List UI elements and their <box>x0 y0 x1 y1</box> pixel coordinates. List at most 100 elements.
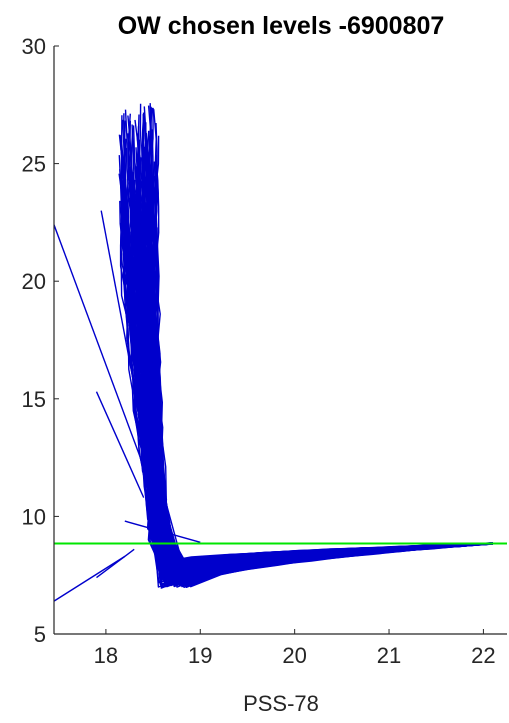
profile-line <box>151 198 493 569</box>
profile-line <box>136 195 493 575</box>
plot-area <box>54 103 507 602</box>
profile-line <box>153 122 493 573</box>
profile-line <box>130 130 493 566</box>
chart-title: OW chosen levels -6900807 <box>118 12 445 40</box>
profile-line <box>146 105 493 569</box>
x-axis-label: PSS-78 <box>243 691 319 716</box>
profile-line <box>154 169 493 565</box>
profile-line <box>148 242 493 586</box>
profile-line <box>123 113 493 575</box>
x-tick-label: 22 <box>471 643 495 668</box>
profile-line <box>139 238 493 572</box>
profile-line <box>153 175 493 576</box>
outlier-line <box>124 520 201 543</box>
profile-line <box>132 223 493 581</box>
profile-line <box>145 132 493 571</box>
axes: 5 10 15 20 25 30 18 19 20 21 22 <box>22 34 507 668</box>
profile-line <box>120 234 493 584</box>
x-tick-label: 21 <box>377 643 401 668</box>
profile-line <box>124 182 493 586</box>
y-tick-label: 15 <box>22 387 46 412</box>
profile-line <box>122 180 493 587</box>
profile-line <box>143 176 493 577</box>
profile-line <box>143 146 493 578</box>
profile-line <box>136 201 493 564</box>
profile-line <box>143 202 493 586</box>
profile-line <box>145 122 493 570</box>
profile-line <box>141 178 493 576</box>
profile-line <box>137 196 493 568</box>
profile-line <box>141 224 493 566</box>
profile-line <box>143 245 493 584</box>
x-tick-label: 20 <box>282 643 306 668</box>
profile-line <box>123 241 493 565</box>
profile-line <box>143 234 493 583</box>
profile-line <box>123 148 493 576</box>
profile-line <box>154 135 493 572</box>
profile-line <box>146 196 493 564</box>
profile-line <box>120 186 493 570</box>
profile-line <box>147 146 493 580</box>
profile-line <box>131 187 493 586</box>
profile-line <box>155 159 493 570</box>
profile-line <box>145 233 493 572</box>
profile-line <box>150 195 493 572</box>
x-tick-label: 18 <box>94 643 118 668</box>
profile-line <box>119 169 493 570</box>
profile-line <box>136 178 493 582</box>
profile-line <box>149 107 493 582</box>
profile-line <box>127 113 493 577</box>
profile-line <box>144 138 493 576</box>
profile-line <box>122 210 493 587</box>
profile-line <box>127 241 493 587</box>
profile-line <box>131 124 493 567</box>
profile-line <box>138 162 493 580</box>
profile-line <box>146 130 493 569</box>
profile-line <box>152 161 493 586</box>
profile-line <box>136 151 493 577</box>
profile-line <box>121 225 493 565</box>
profile-line <box>150 154 493 568</box>
profile-line <box>151 173 493 572</box>
profile-line <box>130 231 493 587</box>
profile-line <box>145 170 493 565</box>
profile-line <box>151 129 493 587</box>
profile-line <box>138 149 493 583</box>
profile-line <box>120 151 493 565</box>
profile-line <box>124 178 493 588</box>
y-tick-label: 10 <box>22 504 46 529</box>
profile-line <box>141 143 493 565</box>
profile-line <box>143 178 493 580</box>
profile-line <box>146 222 493 584</box>
profile-line <box>150 170 493 576</box>
profile-line <box>149 107 493 588</box>
profile-line <box>135 207 493 566</box>
profile-line <box>137 133 493 572</box>
profile-line <box>153 109 493 568</box>
profile-line <box>135 133 493 588</box>
profile-line <box>125 223 493 572</box>
profile-line <box>127 115 493 588</box>
profile-line <box>147 178 493 567</box>
profile-line <box>139 157 493 570</box>
profile-line <box>140 204 493 587</box>
profile-line <box>145 168 493 571</box>
profile-line <box>147 188 493 582</box>
profile-line <box>154 154 493 584</box>
profile-line <box>135 166 493 569</box>
outlier-line <box>100 210 140 411</box>
profile-line <box>142 112 493 573</box>
profile-line <box>147 107 493 564</box>
outlier-line <box>54 555 126 602</box>
profile-line <box>118 134 493 564</box>
profile-line <box>120 222 493 572</box>
profile-line <box>118 155 493 587</box>
profile-line <box>143 149 493 583</box>
profile-line <box>137 217 493 582</box>
profile-line <box>139 241 493 577</box>
profile-line <box>124 188 493 585</box>
profile-line <box>123 226 493 572</box>
profile-line <box>142 114 493 587</box>
profile-line <box>121 180 493 568</box>
